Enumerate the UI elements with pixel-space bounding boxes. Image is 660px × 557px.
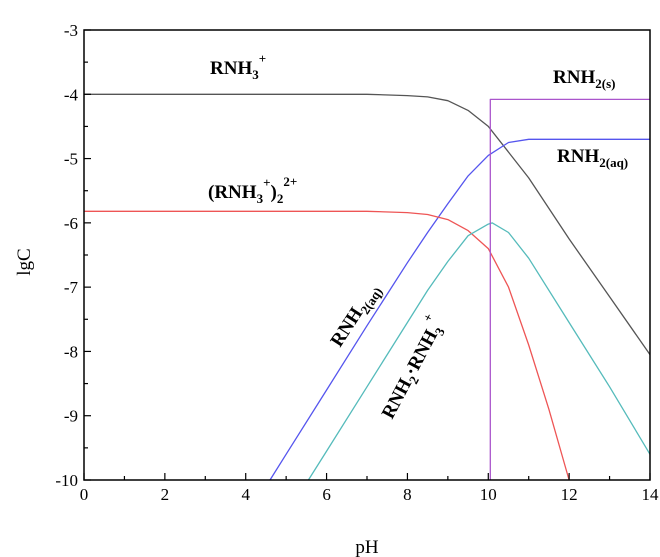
x-tick-label-10: 10 — [480, 485, 497, 504]
y-tick-label--10: -10 — [55, 471, 78, 490]
series-line-rnh2s — [489, 98, 650, 480]
plot-frame — [83, 29, 651, 481]
y-tick-label--6: -6 — [64, 214, 78, 233]
x-tick-label-6: 6 — [322, 485, 331, 504]
series-layer — [84, 93, 651, 481]
label-complex: RNH2·RNH3+ — [371, 311, 451, 424]
x-tick-label-12: 12 — [561, 485, 578, 504]
x-axis-label: pH — [355, 537, 379, 557]
x-tick-label-8: 8 — [403, 485, 412, 504]
series-line-rnh2aq — [269, 138, 650, 481]
y-tick-label--9: -9 — [64, 407, 78, 426]
series-line-rnh3 — [84, 93, 651, 355]
x-tick-label-2: 2 — [161, 485, 170, 504]
label-rnh2-aq-rotated: RNH2(aq) — [327, 280, 386, 353]
y-tick-label--8: -8 — [64, 342, 78, 361]
x-tick-label-14: 14 — [642, 485, 660, 504]
series-line-complex — [307, 222, 651, 481]
label-rnh2-aq-right: RNH2(aq) — [557, 146, 628, 170]
y-tick-label--7: -7 — [64, 278, 79, 297]
y-tick-label--3: -3 — [64, 21, 78, 40]
y-tick-label--5: -5 — [64, 150, 78, 169]
ticks-layer: 0 2 4 6 8 10 12 14 -10 -9 -8 -7 -6 -5 -4 -3 — [55, 21, 659, 504]
y-axis-label: lgC — [14, 248, 35, 275]
series-line-dimer — [84, 210, 570, 481]
label-dimer: (RNH3+)22+ — [208, 174, 297, 206]
label-rnh2-solid: RNH2(s) — [553, 67, 615, 91]
y-tick-label--4: -4 — [64, 85, 79, 104]
x-tick-label-0: 0 — [80, 485, 89, 504]
x-tick-label-4: 4 — [241, 485, 250, 504]
label-rnh3: RNH3+ — [210, 51, 266, 82]
